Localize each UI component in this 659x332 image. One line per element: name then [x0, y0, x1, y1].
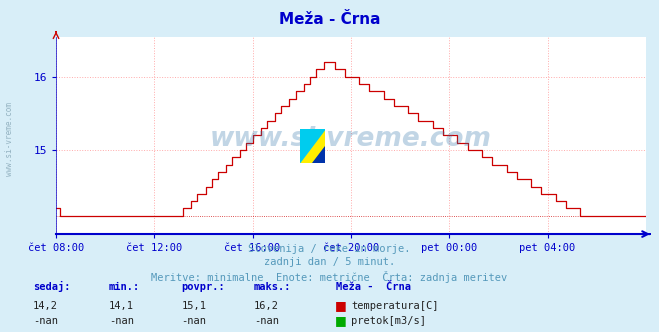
Text: temperatura[C]: temperatura[C]: [351, 301, 439, 311]
Polygon shape: [312, 146, 325, 163]
Polygon shape: [300, 129, 325, 163]
Text: sedaj:: sedaj:: [33, 281, 71, 291]
Text: 14,1: 14,1: [109, 301, 134, 311]
Text: povpr.:: povpr.:: [181, 282, 225, 291]
Text: www.si-vreme.com: www.si-vreme.com: [210, 126, 492, 152]
Polygon shape: [300, 129, 325, 163]
Text: Slovenija / reke in morje.: Slovenija / reke in morje.: [248, 244, 411, 254]
Text: 16,2: 16,2: [254, 301, 279, 311]
Text: -nan: -nan: [181, 316, 206, 326]
Text: pretok[m3/s]: pretok[m3/s]: [351, 316, 426, 326]
Text: ■: ■: [335, 299, 347, 312]
Text: -nan: -nan: [254, 316, 279, 326]
Text: zadnji dan / 5 minut.: zadnji dan / 5 minut.: [264, 257, 395, 267]
Text: www.si-vreme.com: www.si-vreme.com: [5, 103, 14, 176]
Text: ■: ■: [335, 314, 347, 327]
Text: -nan: -nan: [109, 316, 134, 326]
Text: 15,1: 15,1: [181, 301, 206, 311]
Text: Meža - Črna: Meža - Črna: [279, 12, 380, 27]
Text: 14,2: 14,2: [33, 301, 58, 311]
Text: Meža -  Črna: Meža - Črna: [336, 282, 411, 291]
Text: Meritve: minimalne  Enote: metrične  Črta: zadnja meritev: Meritve: minimalne Enote: metrične Črta:…: [152, 271, 507, 283]
Text: -nan: -nan: [33, 316, 58, 326]
Text: min.:: min.:: [109, 282, 140, 291]
Text: maks.:: maks.:: [254, 282, 291, 291]
